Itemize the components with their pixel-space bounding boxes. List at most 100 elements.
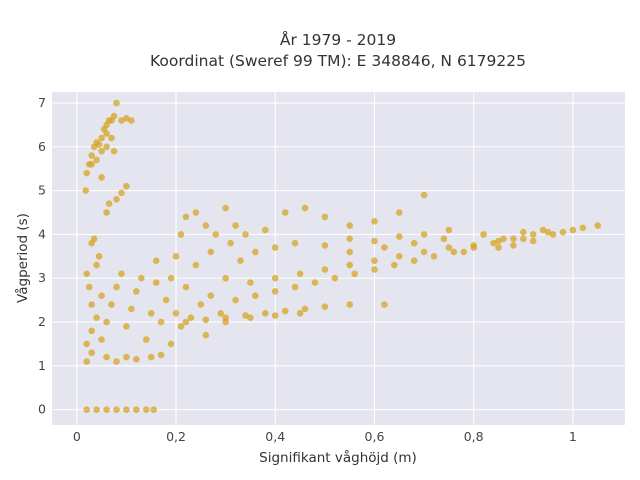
data-point xyxy=(281,209,289,216)
data-point xyxy=(346,301,354,308)
data-point xyxy=(371,257,378,265)
x-tick-label: 0,2 xyxy=(166,429,186,444)
data-point xyxy=(420,248,428,256)
data-point xyxy=(82,187,89,194)
data-point xyxy=(396,209,403,216)
data-point xyxy=(539,226,547,234)
data-point xyxy=(110,147,118,155)
data-point xyxy=(321,242,329,249)
data-point xyxy=(321,266,329,273)
data-point xyxy=(93,261,100,269)
data-point xyxy=(113,283,120,291)
data-point xyxy=(271,244,279,251)
data-point xyxy=(177,323,185,330)
data-point xyxy=(150,406,157,414)
data-point xyxy=(470,242,478,249)
data-point xyxy=(138,274,145,282)
data-point xyxy=(123,406,130,414)
data-point xyxy=(123,182,130,190)
data-point xyxy=(396,233,403,240)
data-point xyxy=(88,161,95,168)
data-point xyxy=(177,231,185,238)
chart-title-line-1: År 1979 - 2019 xyxy=(280,30,396,49)
x-axis-ticks: 0 0,2 0,4 0,6 0,8 1 xyxy=(73,429,577,444)
data-point xyxy=(227,239,234,247)
data-point xyxy=(495,237,502,245)
data-point xyxy=(108,134,115,142)
data-point xyxy=(202,316,210,324)
data-point xyxy=(133,288,140,295)
data-point xyxy=(222,318,229,326)
data-point xyxy=(187,314,195,322)
x-tick-label: 0,8 xyxy=(464,429,484,444)
data-point xyxy=(296,310,304,317)
data-point xyxy=(262,310,269,317)
data-point xyxy=(172,252,180,260)
y-tick-label: 7 xyxy=(38,95,46,110)
data-point xyxy=(331,274,339,282)
data-point xyxy=(95,252,103,260)
data-point xyxy=(182,318,190,326)
data-point xyxy=(133,356,140,363)
data-point xyxy=(371,218,378,225)
data-point xyxy=(371,237,378,245)
data-point xyxy=(83,340,90,348)
data-point xyxy=(271,288,279,295)
data-point xyxy=(167,274,175,282)
data-point xyxy=(103,353,110,361)
data-point xyxy=(157,351,165,359)
data-point xyxy=(98,147,105,155)
x-tick-label: 0,6 xyxy=(365,429,385,444)
data-point xyxy=(495,244,502,251)
data-point xyxy=(594,222,601,229)
data-point xyxy=(262,226,269,234)
y-tick-label: 1 xyxy=(38,358,46,373)
data-point xyxy=(133,406,140,414)
data-point xyxy=(83,169,90,177)
y-tick-label: 4 xyxy=(38,226,46,241)
data-point xyxy=(445,226,453,234)
data-point xyxy=(291,239,299,247)
data-point xyxy=(420,231,428,238)
data-point xyxy=(252,292,259,300)
x-tick-label: 1 xyxy=(569,429,577,444)
data-point xyxy=(98,134,105,142)
data-point xyxy=(500,235,507,243)
data-point xyxy=(103,143,110,151)
data-point xyxy=(544,228,552,236)
data-point xyxy=(162,296,170,304)
data-point xyxy=(103,318,110,326)
grid-lines xyxy=(52,92,625,425)
data-point xyxy=(529,237,537,245)
data-point xyxy=(202,222,210,229)
data-point xyxy=(351,270,358,278)
data-point xyxy=(207,248,215,256)
data-point xyxy=(88,152,95,159)
data-point xyxy=(113,196,120,203)
data-point xyxy=(271,312,279,319)
data-point xyxy=(88,327,95,335)
data-point xyxy=(143,406,150,414)
data-point xyxy=(410,239,418,247)
data-point xyxy=(93,314,100,322)
data-point xyxy=(237,257,244,265)
data-point xyxy=(152,257,160,265)
data-point xyxy=(321,213,329,221)
data-point xyxy=(167,340,175,348)
data-point xyxy=(410,257,418,265)
x-axis-label: Signifikant våghöjd (m) xyxy=(259,449,417,466)
data-point xyxy=(460,248,468,256)
y-tick-label: 2 xyxy=(38,314,46,329)
data-point xyxy=(381,301,388,308)
data-point xyxy=(202,331,210,339)
data-point xyxy=(579,224,587,232)
y-tick-label: 0 xyxy=(38,402,46,417)
data-point xyxy=(118,189,125,197)
data-point xyxy=(83,406,90,414)
data-point xyxy=(480,231,487,238)
data-point xyxy=(346,222,354,229)
data-point xyxy=(559,228,567,236)
data-point xyxy=(549,231,557,238)
y-tick-label: 3 xyxy=(38,270,46,285)
